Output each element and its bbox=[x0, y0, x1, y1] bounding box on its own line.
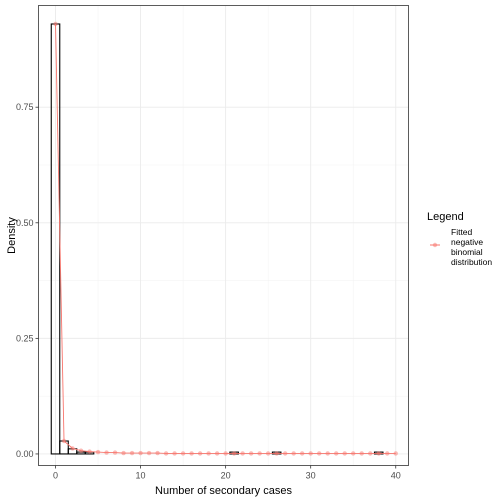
fitted-point bbox=[274, 451, 279, 456]
y-axis: 0.00 0.25 0.50 0.75 bbox=[16, 102, 39, 459]
fitted-point bbox=[138, 450, 143, 456]
fitted-point bbox=[95, 449, 101, 455]
y-tick-label: 0.50 bbox=[16, 218, 34, 228]
fitted-point bbox=[223, 451, 228, 456]
fitted-point bbox=[368, 451, 373, 456]
fitted-point bbox=[146, 450, 152, 456]
fitted-point bbox=[78, 448, 84, 453]
fitted-point bbox=[163, 451, 169, 456]
fitted-point bbox=[214, 451, 220, 456]
y-axis-title: Density bbox=[6, 217, 18, 254]
grid-major bbox=[38, 5, 409, 466]
fitted-point bbox=[265, 451, 271, 456]
fitted-point bbox=[351, 451, 356, 456]
fitted-point bbox=[385, 451, 390, 456]
fitted-point bbox=[155, 450, 160, 456]
legend-label-line: binomial bbox=[451, 247, 483, 257]
x-axis-title: Number of secondary cases bbox=[155, 485, 292, 497]
fitted-point bbox=[291, 451, 296, 456]
fitted-point bbox=[61, 438, 67, 444]
fitted-point bbox=[248, 451, 254, 456]
y-tick-label: 0.25 bbox=[16, 333, 34, 343]
fitted-point bbox=[308, 451, 313, 456]
fitted-point bbox=[121, 450, 126, 456]
fitted-point bbox=[87, 449, 92, 454]
legend: Legend Fitted negative binomial distribu… bbox=[427, 211, 492, 267]
x-axis: 0 10 20 30 40 bbox=[53, 465, 401, 481]
y-tick-label: 0.00 bbox=[16, 449, 34, 459]
fitted-point bbox=[104, 450, 109, 455]
fitted-point bbox=[180, 451, 186, 456]
fitted-point bbox=[282, 451, 288, 456]
fitted-point bbox=[359, 451, 364, 456]
panel-border bbox=[38, 5, 409, 466]
x-tick-label: 40 bbox=[391, 471, 401, 481]
fitted-point bbox=[172, 451, 177, 456]
fitted-point bbox=[334, 451, 339, 456]
x-tick-label: 10 bbox=[136, 471, 146, 481]
legend-label-line: negative bbox=[451, 237, 483, 247]
fitted-point bbox=[316, 451, 322, 456]
fitted-point bbox=[197, 451, 203, 456]
fitted-point bbox=[206, 451, 211, 456]
fitted-point bbox=[70, 446, 75, 451]
fitted-point bbox=[376, 451, 381, 456]
fitted-point bbox=[325, 451, 330, 456]
x-tick-label: 20 bbox=[221, 471, 231, 481]
fitted-points bbox=[53, 21, 398, 456]
legend-label: Fitted negative binomial distribution bbox=[451, 227, 492, 267]
fitted-point bbox=[231, 451, 237, 456]
x-tick-label: 0 bbox=[53, 471, 58, 481]
y-tick-label: 0.75 bbox=[16, 102, 34, 112]
fitted-point bbox=[299, 451, 305, 456]
fitted-point bbox=[189, 451, 194, 456]
panel-background bbox=[38, 5, 409, 466]
legend-label-line: distribution bbox=[451, 257, 492, 267]
fitted-point bbox=[112, 450, 118, 455]
fitted-point bbox=[53, 21, 58, 27]
legend-key-point bbox=[432, 242, 438, 248]
legend-title: Legend bbox=[427, 211, 464, 223]
fitted-point bbox=[342, 451, 347, 456]
x-tick-label: 30 bbox=[306, 471, 316, 481]
fitted-point bbox=[393, 451, 398, 456]
grid-minor bbox=[38, 5, 409, 466]
fitted-point bbox=[240, 451, 245, 456]
fitted-point bbox=[257, 451, 262, 456]
fitted-point bbox=[129, 450, 135, 456]
legend-label-line: Fitted bbox=[451, 227, 473, 237]
